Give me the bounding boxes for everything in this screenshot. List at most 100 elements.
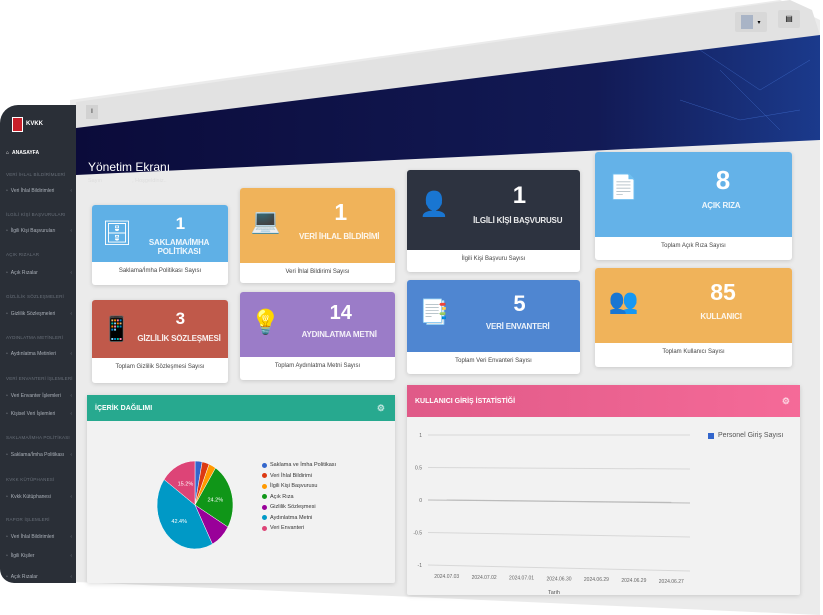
report-icon: ▫ (6, 553, 8, 559)
chevron-left-icon: ‹ (70, 351, 72, 357)
panel-header: KULLANICI GİRİŞ İSTATİSTİĞİ ⚙ (407, 385, 800, 417)
card-caption: İlgili Kişi Başvuru Sayısı (461, 256, 526, 262)
card-value: 8 (715, 164, 731, 195)
user-avatar-icon (741, 15, 754, 29)
page-title: Yönetim Ekranı (88, 160, 171, 174)
document-icon: ▫ (6, 270, 8, 276)
sidebar-section-header: İLGİLİ KİŞİ BAŞVURULARI (6, 212, 66, 217)
legend-item[interactable]: İlgili Kişi Başvurusu (262, 483, 317, 489)
card-header: 📱 3 GİZLİLİK SÖZLEŞMESİ (92, 300, 228, 358)
stat-card[interactable]: 💡 14 AYDINLATMA METNİ Toplam Aydınlatma … (240, 292, 395, 380)
legend-item[interactable]: Gizlilik Sözleşmesi (262, 504, 316, 510)
x-tick-label: 2024.06.29 (584, 577, 609, 583)
stat-card[interactable]: 📄 8 AÇIK RIZA Toplam Açık Rıza Sayısı (595, 152, 792, 260)
sidebar-item[interactable]: ▫ Veri İhlal Bildirimleri ‹ (6, 534, 72, 540)
sidebar-section-header: KVKK KÜTÜPHANESİ (6, 477, 55, 482)
pie-data-label: 15.2% (178, 481, 194, 487)
table-icon: ▫ (6, 393, 8, 399)
card-label: İLGİLİ KİŞİ BAŞVURUSU (473, 216, 563, 226)
sidebar-item[interactable]: ▫ Kvkk Kütüphanesi ‹ (6, 494, 72, 500)
gear-icon[interactable]: ⚙ (781, 395, 790, 406)
gear-icon[interactable]: ⚙ (376, 402, 385, 413)
panel-header: İÇERİK DAĞILIMI ⚙ (87, 395, 395, 421)
card-value: 3 (175, 308, 186, 328)
sidebar-item[interactable]: ⌂ ANASAYFA (6, 150, 40, 156)
book-icon: ▫ (6, 494, 8, 500)
stat-card[interactable]: 💻 1 VERİ İHLAL BİLDİRİMİ Veri İhlal Bild… (240, 188, 395, 283)
sidebar-section-header: AÇIK RIZALAR (6, 252, 40, 257)
report-icon: ▫ (6, 534, 8, 540)
sidebar-item[interactable]: ▫ Veri Envanter İşlemleri ‹ (6, 393, 72, 399)
pie-data-label: 24.2% (208, 497, 224, 503)
card-caption: Toplam Aydınlatma Metni Sayısı (274, 363, 361, 369)
laptop-breach-icon: 💻 (250, 207, 281, 235)
card-label: SAKLAMA/İMHA POLİTİKASI (148, 238, 210, 257)
server-icon: 🗄 (101, 220, 132, 248)
gridline (427, 467, 691, 470)
sidebar-item[interactable]: ▫ Açık Rızalar ‹ (6, 574, 72, 580)
stat-card[interactable]: 🗄 1 SAKLAMA/İMHA POLİTİKASI Saklama/İmha… (92, 205, 228, 285)
sidebar-section-header: RAPOR İŞLEMLERİ (6, 517, 50, 522)
pie-slice[interactable] (163, 460, 196, 506)
phone-shield-icon: 📱 (101, 315, 132, 343)
laptop-icon: ▫ (6, 188, 8, 194)
chevron-left-icon: ‹ (70, 494, 72, 500)
card-label: GİZLİLİK SÖZLEŞMESİ (137, 333, 221, 343)
x-tick-label: 2024.06.27 (659, 579, 684, 585)
documents-icon: 📑 (419, 299, 449, 326)
sidebar-toggle-button[interactable]: I (86, 105, 98, 119)
stat-card[interactable]: 👥 85 KULLANICI Toplam Kullanıcı Sayısı (595, 268, 792, 367)
sidebar-item[interactable]: ▫ Saklama/İmha Politikası ‹ (6, 452, 72, 458)
legend-item[interactable]: Veri Envanteri (262, 525, 304, 531)
legend-item[interactable]: Saklama ve İmha Politikası (262, 462, 336, 468)
stat-card[interactable]: 📱 3 GİZLİLİK SÖZLEŞMESİ Toplam Gizlilik … (92, 300, 228, 383)
sidebar: KVKK ⌂ ANASAYFA VERİ İHLAL BİLDİRİMLERİ ▫ Ve… (0, 105, 76, 583)
legend-swatch (262, 504, 267, 510)
sidebar-item[interactable]: ▫ Gizlilik Sözleşmeleri ‹ (6, 311, 72, 317)
card-header: 💻 1 VERİ İHLAL BİLDİRİMİ (240, 188, 395, 263)
x-tick-label: 2024.07.03 (434, 574, 459, 580)
y-tick-label: 0 (419, 498, 422, 504)
pie-slice[interactable] (156, 479, 213, 550)
anonymous-person-icon: 👤 (419, 191, 449, 218)
login-stats-panel: KULLANICI GİRİŞ İSTATİSTİĞİ ⚙ (407, 385, 800, 595)
chevron-down-icon: ▾ (757, 19, 761, 26)
card-label: AÇIK RIZA (701, 201, 741, 211)
chevron-left-icon: ‹ (70, 411, 72, 417)
card-header: 👥 85 KULLANICI (595, 268, 792, 343)
user-icon: ▫ (6, 411, 8, 417)
legend-item[interactable]: Açık Rıza (262, 494, 294, 500)
card-value: 14 (329, 301, 352, 324)
legend-swatch (262, 473, 267, 478)
sidebar-item[interactable]: ▫ Kişisel Veri İşlemleri ‹ (6, 411, 72, 417)
grid-menu-icon[interactable]: ▤ (778, 10, 800, 28)
sidebar-item[interactable]: ▫ İlgili Kişiler ‹ (6, 553, 72, 559)
card-header: 📄 8 AÇIK RIZA (595, 152, 792, 237)
gridline (427, 532, 691, 538)
legend-swatch (262, 483, 267, 489)
legend-item[interactable]: Veri İhlal Bildirimi (262, 473, 312, 479)
pie-slice[interactable] (194, 467, 234, 528)
user-menu-button[interactable]: ▾ (735, 12, 767, 32)
sidebar-section-header: GİZLİLİK SÖZLEŞMELERİ (6, 294, 64, 299)
stat-card[interactable]: 👤 1 İLGİLİ KİŞİ BAŞVURUSU İlgili Kişi Ba… (407, 170, 580, 272)
report-icon: ▫ (6, 574, 8, 580)
top-bar (76, 0, 820, 128)
sidebar-item[interactable]: ▫ Açık Rızalar ‹ (6, 270, 72, 276)
chevron-left-icon: ‹ (70, 311, 72, 317)
legend-item[interactable]: Aydınlatma Metni (262, 515, 312, 521)
legend-swatch (262, 462, 267, 468)
card-header: 🗄 1 SAKLAMA/İMHA POLİTİKASI (92, 205, 228, 262)
chevron-left-icon: ‹ (70, 534, 72, 540)
card-header: 📑 5 VERİ ENVANTERİ (407, 280, 580, 352)
y-tick-label: 1 (419, 433, 422, 439)
stat-card[interactable]: 📑 5 VERİ ENVANTERİ Toplam Veri Envanteri… (407, 280, 580, 374)
kvkk-logo: KVKK (12, 115, 60, 133)
card-value: 5 (513, 290, 526, 316)
sidebar-item[interactable]: ▫ Veri İhlal Bildirimleri ‹ (6, 188, 72, 194)
consent-form-icon: 📄 (608, 174, 639, 202)
sidebar-item[interactable]: ▫ İlgili Kişi Başvuruları ‹ (6, 228, 72, 234)
home-icon: ⌂ (6, 150, 10, 156)
sidebar-item[interactable]: ▫ Aydınlatma Metinleri ‹ (6, 351, 72, 357)
card-value: 1 (175, 213, 186, 233)
